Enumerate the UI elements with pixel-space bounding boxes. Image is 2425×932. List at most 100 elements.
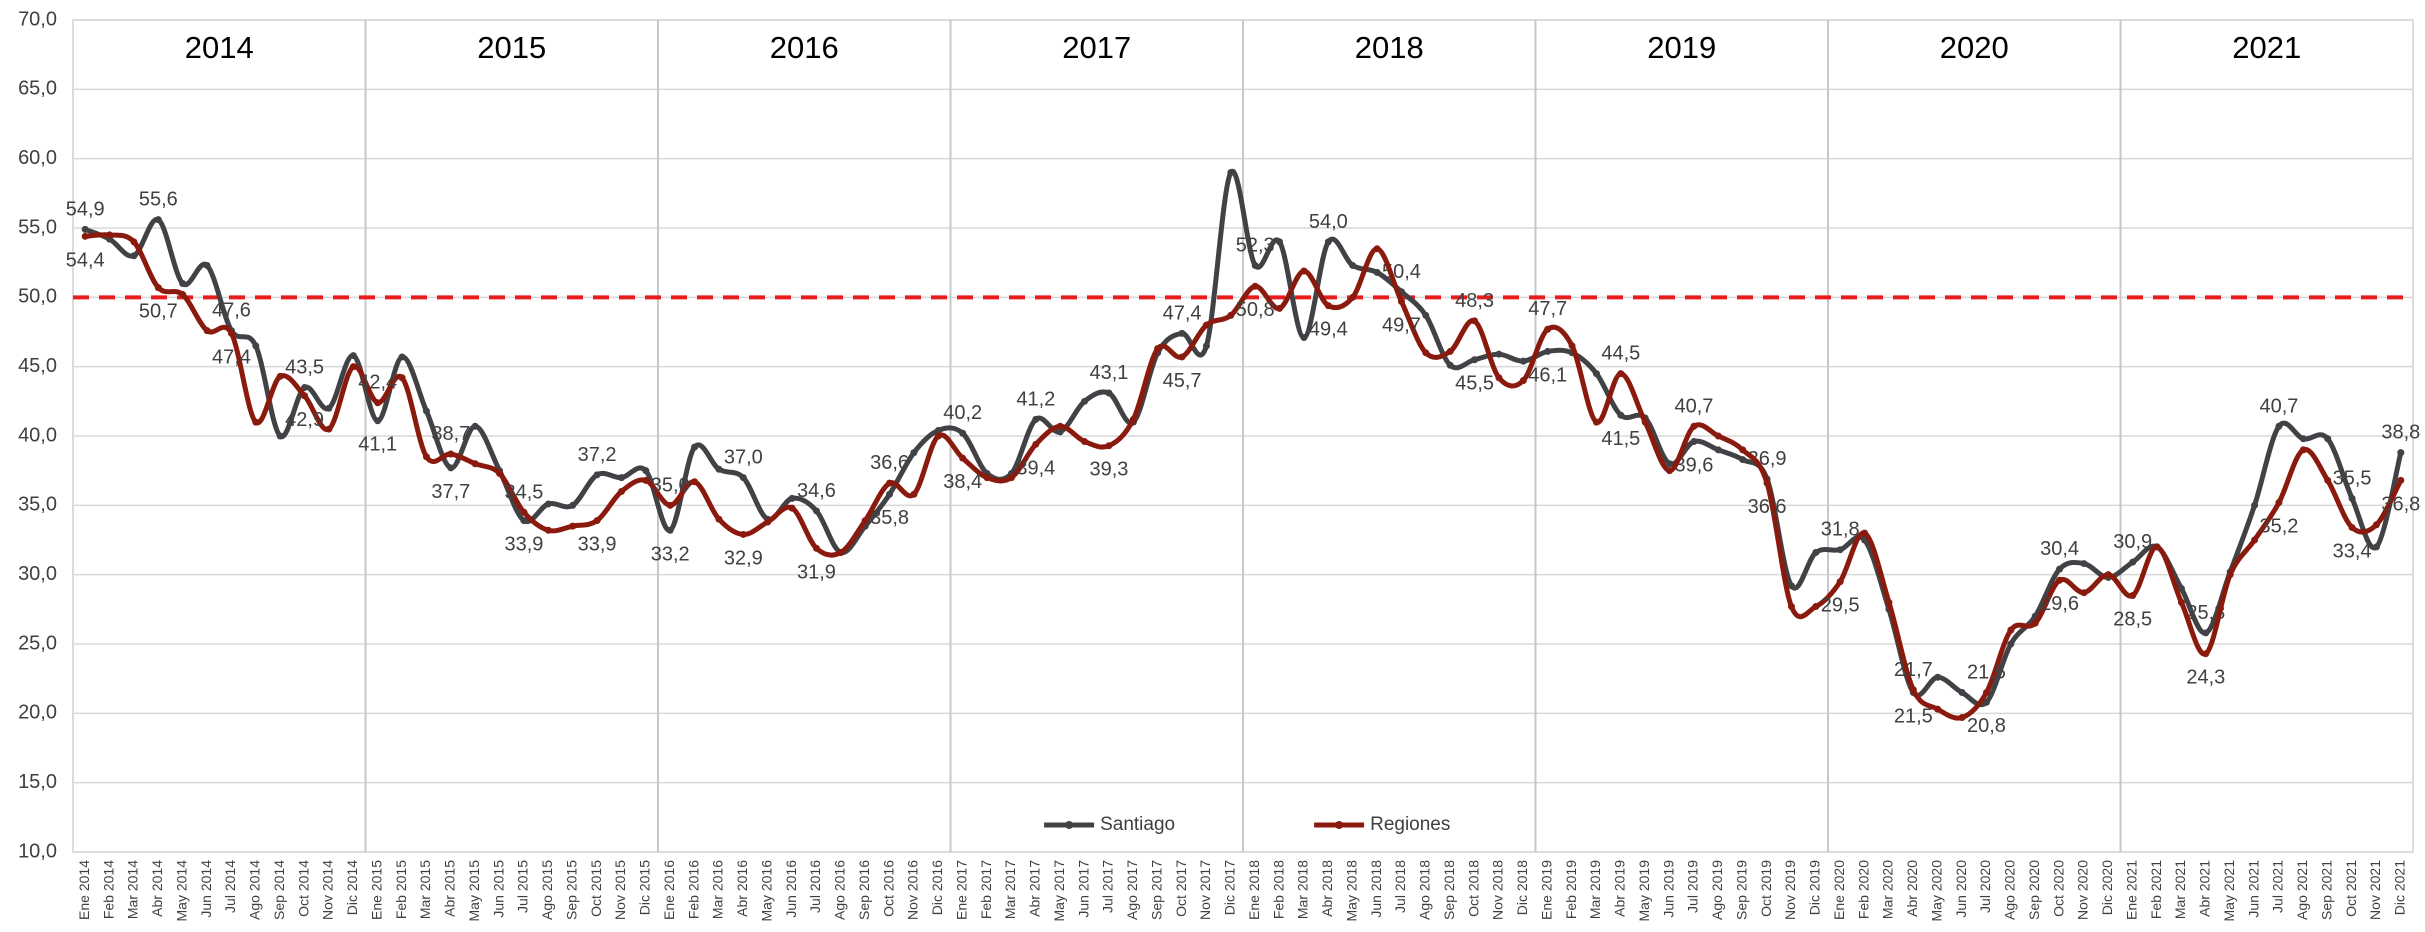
point (1909, 686, 1917, 694)
data-label: 49,7 (1382, 314, 1421, 336)
point (2202, 650, 2210, 658)
x-tick-label: Sep 2018 (1441, 860, 1457, 920)
data-label: 47,4 (212, 346, 251, 368)
x-tick-label: Oct 2021 (2343, 860, 2359, 917)
point (2372, 543, 2380, 551)
point (1641, 418, 1649, 426)
x-tick-label: Ene 2014 (76, 860, 92, 920)
point (179, 279, 187, 287)
point (2348, 494, 2356, 502)
point (1471, 356, 1479, 364)
point (691, 478, 699, 486)
x-tick-label: Abr 2020 (1904, 860, 1920, 917)
point (2251, 501, 2259, 509)
point (2153, 543, 2161, 551)
point (1324, 302, 1332, 310)
point (1739, 456, 1747, 464)
point (2080, 589, 2088, 597)
data-label: 29,5 (1821, 595, 1860, 617)
x-tick-label: Abr 2017 (1027, 860, 1043, 917)
x-tick-label: Ene 2020 (1831, 860, 1847, 920)
y-tick-label: 60,0 (18, 147, 57, 169)
x-tick-label: Jul 2020 (1977, 860, 1993, 913)
legend-label: Santiago (1100, 814, 1175, 835)
point (1714, 432, 1722, 440)
x-tick-label: Mar 2015 (417, 860, 433, 919)
point (910, 449, 918, 457)
x-tick-label: Oct 2018 (1465, 860, 1481, 917)
point (106, 231, 114, 239)
y-tick-label: 70,0 (18, 8, 57, 30)
point (910, 490, 918, 498)
point (398, 374, 406, 382)
data-label: 54,4 (66, 249, 105, 271)
data-label: 21,5 (1894, 706, 1933, 728)
data-label: 41,2 (1016, 388, 1055, 410)
data-label: 42,9 (285, 409, 324, 431)
x-tick-label: Feb 2021 (2148, 860, 2164, 919)
point (130, 252, 138, 260)
legend-label: Regiones (1370, 814, 1450, 835)
point (203, 327, 211, 335)
data-label: 41,1 (358, 434, 397, 456)
data-label: 50,7 (139, 301, 178, 323)
x-tick-label: Sep 2014 (271, 860, 287, 920)
point (983, 474, 991, 482)
point (2056, 565, 2064, 573)
y-tick-label: 45,0 (18, 355, 57, 377)
year-label: 2020 (1940, 30, 2009, 65)
x-tick-label: Jun 2017 (1075, 860, 1091, 918)
point (1787, 603, 1795, 611)
x-tick-label: Nov 2021 (2367, 860, 2383, 920)
point (1666, 460, 1674, 468)
x-tick-label: Jul 2018 (1392, 860, 1408, 913)
point (1471, 317, 1479, 325)
legend-marker (1065, 821, 1074, 829)
point (1007, 474, 1015, 482)
point (1251, 282, 1259, 290)
point (617, 474, 625, 482)
point (1276, 304, 1284, 312)
x-tick-label: Oct 2019 (1758, 860, 1774, 917)
data-label: 25,8 (2186, 602, 2225, 624)
x-tick-label: Feb 2018 (1270, 860, 1286, 919)
x-tick-label: Sep 2015 (563, 860, 579, 920)
point (2348, 524, 2356, 532)
point (1056, 422, 1064, 430)
point (2007, 640, 2015, 648)
x-tick-label: Abr 2019 (1612, 860, 1628, 917)
point (1300, 267, 1308, 275)
point (1568, 342, 1576, 350)
point (1276, 238, 1284, 246)
x-tick-label: Jun 2016 (783, 860, 799, 918)
point (1446, 361, 1454, 369)
x-tick-label: Dic 2016 (929, 860, 945, 915)
point (1982, 689, 1990, 697)
x-tick-label: Abr 2014 (149, 860, 165, 917)
point (1300, 334, 1308, 342)
point (1129, 415, 1137, 423)
data-label: 38,8 (2381, 422, 2420, 444)
data-label: 47,7 (1528, 298, 1567, 320)
x-tick-label: Dic 2018 (1514, 860, 1530, 915)
point (1812, 548, 1820, 556)
x-tick-label: Abr 2018 (1319, 860, 1335, 917)
x-tick-label: May 2015 (466, 860, 482, 922)
point (2129, 591, 2137, 599)
point (1739, 446, 1747, 454)
point (959, 429, 967, 437)
year-label: 2019 (1647, 30, 1716, 65)
point (1251, 261, 1259, 269)
x-tick-label: Ene 2017 (953, 860, 969, 920)
x-tick-label: Ene 2018 (1246, 860, 1262, 920)
data-label: 40,7 (1674, 395, 1713, 417)
point (2104, 571, 2112, 579)
point (642, 476, 650, 484)
series-line (84, 168, 2404, 708)
point (934, 432, 942, 440)
data-label: 39,4 (1016, 457, 1055, 479)
x-tick-label: Jun 2020 (1953, 860, 1969, 918)
x-tick-label: Jul 2021 (2270, 860, 2286, 913)
data-label: 30,4 (2040, 538, 2079, 560)
